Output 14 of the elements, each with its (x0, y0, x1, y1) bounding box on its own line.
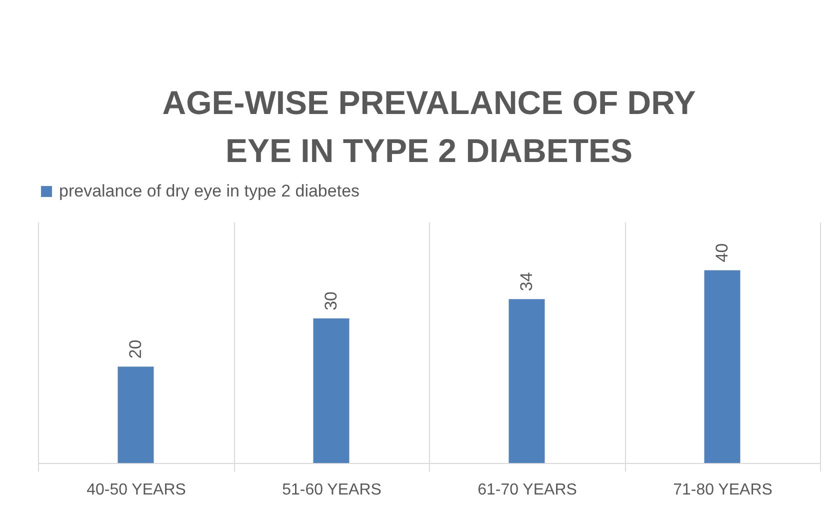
x-tick-label: 51-60 YEARS (282, 482, 382, 498)
bar (118, 366, 154, 463)
data-label: 20 (126, 340, 145, 359)
bar (313, 318, 350, 463)
legend-label: prevalance of dry eye in type 2 diabetes (59, 182, 360, 200)
x-tick-label: 71-80 YEARS (673, 482, 772, 498)
data-label: 30 (321, 291, 340, 310)
bar (508, 299, 545, 463)
data-label: 40 (712, 243, 732, 262)
x-tick-label: 61-70 YEARS (478, 482, 577, 498)
x-tick-label: 40-50 YEARS (86, 482, 186, 498)
chart-title: AGE-WISE PREVALANCE OF DRY EYE IN TYPE 2 DIABETES (162, 84, 696, 169)
data-label: 34 (516, 272, 536, 292)
bar (704, 270, 740, 463)
